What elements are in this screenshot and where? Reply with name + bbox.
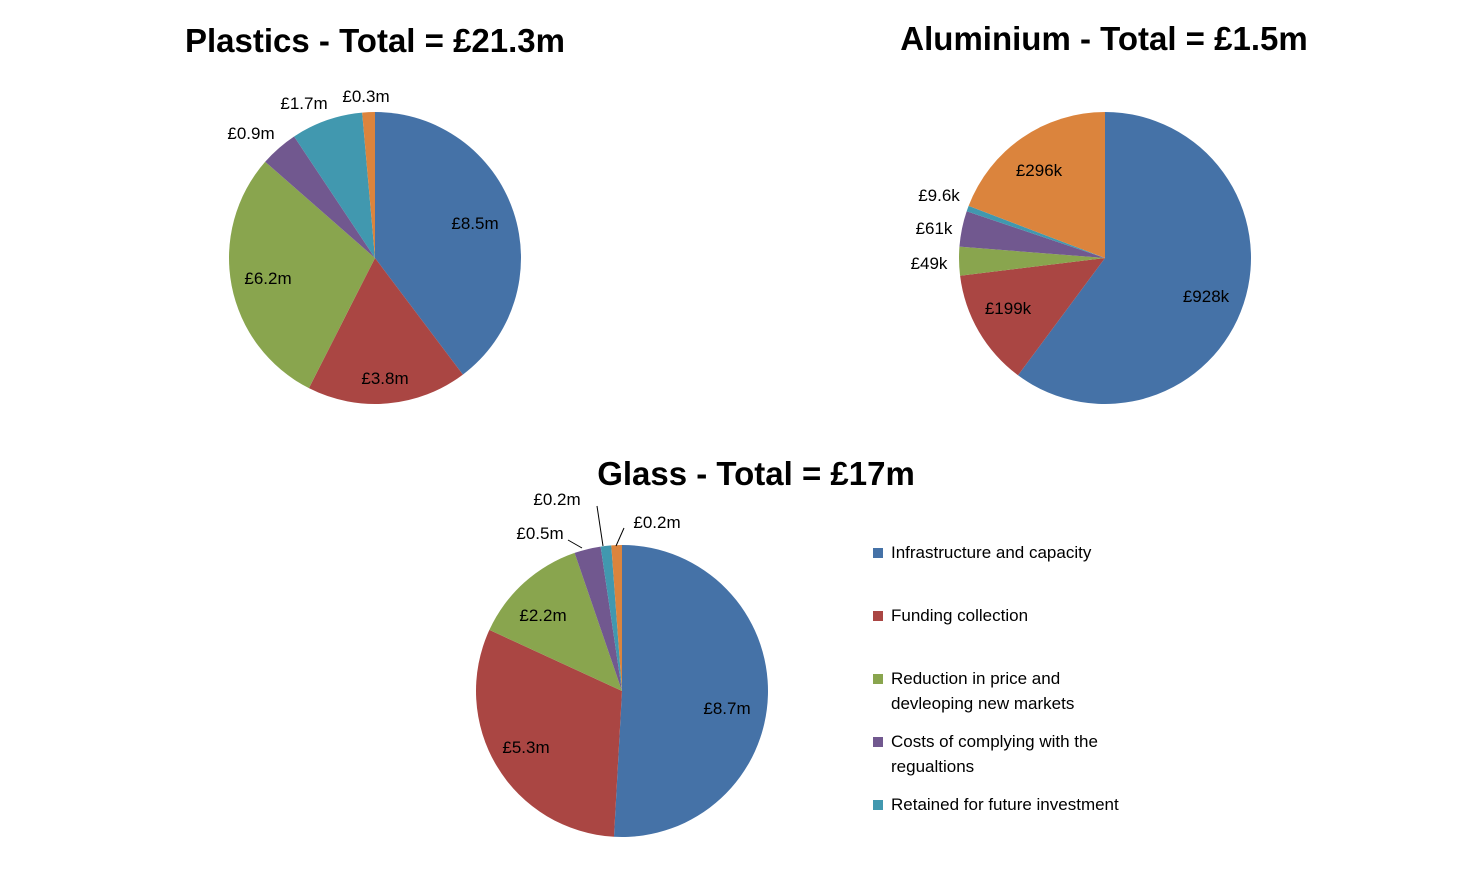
data-label: £199k: [985, 299, 1032, 318]
pie-slice-infrastructure: [613, 545, 768, 837]
data-label: £0.2m: [633, 513, 680, 532]
plastics-chart-title: Plastics - Total = £21.3m: [185, 22, 565, 59]
data-label: £0.9m: [227, 124, 274, 143]
aluminium-chart-title: Aluminium - Total = £1.5m: [900, 20, 1308, 57]
data-label: £8.7m: [703, 699, 750, 718]
legend-label: Infrastructure and capacity: [891, 543, 1092, 562]
pie-slice-infrastructure: [375, 112, 522, 375]
pie-slice-retained: [966, 205, 1105, 258]
data-label: £0.5m: [516, 524, 563, 543]
pie-slice-reduction: [959, 246, 1105, 276]
data-label: £0.3m: [342, 87, 389, 106]
pie-slice-funding: [308, 258, 463, 404]
pie-slice-funding: [476, 629, 622, 837]
legend-label: Reduction in price and devleoping new ma…: [891, 669, 1075, 713]
leader-line: [567, 539, 583, 549]
data-label: £9.6k: [918, 186, 960, 205]
pie-slice-reduction: [228, 161, 375, 389]
legend-label: Funding collection: [891, 606, 1029, 625]
leader-line: [615, 527, 625, 547]
pie-slice-compliance: [265, 136, 375, 258]
legend-swatch-compliance: [873, 737, 883, 747]
pie-slice-other: [611, 545, 622, 691]
data-label: £928k: [1183, 287, 1230, 306]
pie-slice-compliance: [574, 546, 622, 691]
legend-swatch-infrastructure: [873, 548, 883, 558]
legend-swatch-funding: [873, 611, 883, 621]
glass-chart-title: Glass - Total = £17m: [597, 455, 915, 492]
data-label: £49k: [911, 254, 948, 273]
data-label: £5.3m: [502, 738, 549, 757]
data-label: £2.2m: [519, 606, 566, 625]
data-label: £0.2m: [533, 490, 580, 509]
pie-slice-other: [362, 112, 375, 258]
leader-line: [596, 505, 604, 547]
pie-slice-retained: [600, 545, 622, 691]
legend-swatch-reduction: [873, 674, 883, 684]
pie-slice-funding: [960, 258, 1105, 376]
data-label: £6.2m: [244, 269, 291, 288]
data-label: £3.8m: [361, 369, 408, 388]
data-label: £61k: [916, 219, 953, 238]
data-label: £1.7m: [280, 94, 327, 113]
data-label: £8.5m: [451, 214, 498, 233]
pie-slice-other: [968, 111, 1105, 258]
pie-slice-retained: [294, 112, 375, 258]
legend-label: Costs of complying with the regualtions: [891, 732, 1098, 776]
pie-slice-reduction: [489, 552, 622, 691]
data-label: £296k: [1016, 161, 1063, 180]
pie-slice-compliance: [959, 211, 1105, 258]
legend-swatch-retained: [873, 800, 883, 810]
legend-label: Retained for future investment: [891, 795, 1119, 814]
pie-slice-infrastructure: [1018, 112, 1251, 404]
